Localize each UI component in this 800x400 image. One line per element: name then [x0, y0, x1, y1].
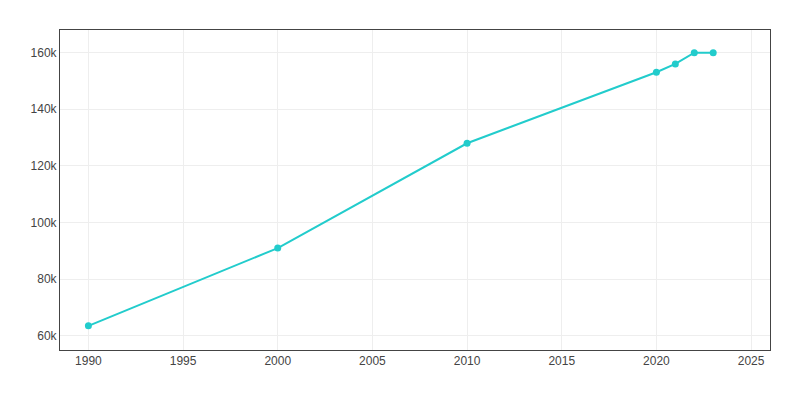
svg-text:60k: 60k: [37, 329, 57, 343]
svg-text:2015: 2015: [548, 354, 575, 368]
svg-text:140k: 140k: [31, 102, 58, 116]
svg-text:2020: 2020: [643, 354, 670, 368]
svg-text:2005: 2005: [359, 354, 386, 368]
svg-text:100k: 100k: [31, 216, 58, 230]
svg-text:160k: 160k: [31, 46, 58, 60]
svg-text:2010: 2010: [454, 354, 481, 368]
svg-text:1995: 1995: [170, 354, 197, 368]
svg-text:120k: 120k: [31, 159, 58, 173]
svg-text:2000: 2000: [264, 354, 291, 368]
svg-text:80k: 80k: [37, 272, 57, 286]
svg-text:1990: 1990: [75, 354, 102, 368]
svg-text:2025: 2025: [738, 354, 765, 368]
